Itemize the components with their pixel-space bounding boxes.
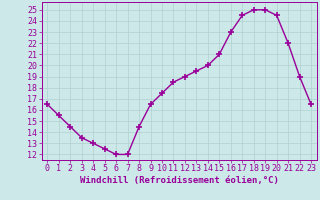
X-axis label: Windchill (Refroidissement éolien,°C): Windchill (Refroidissement éolien,°C) xyxy=(80,176,279,185)
